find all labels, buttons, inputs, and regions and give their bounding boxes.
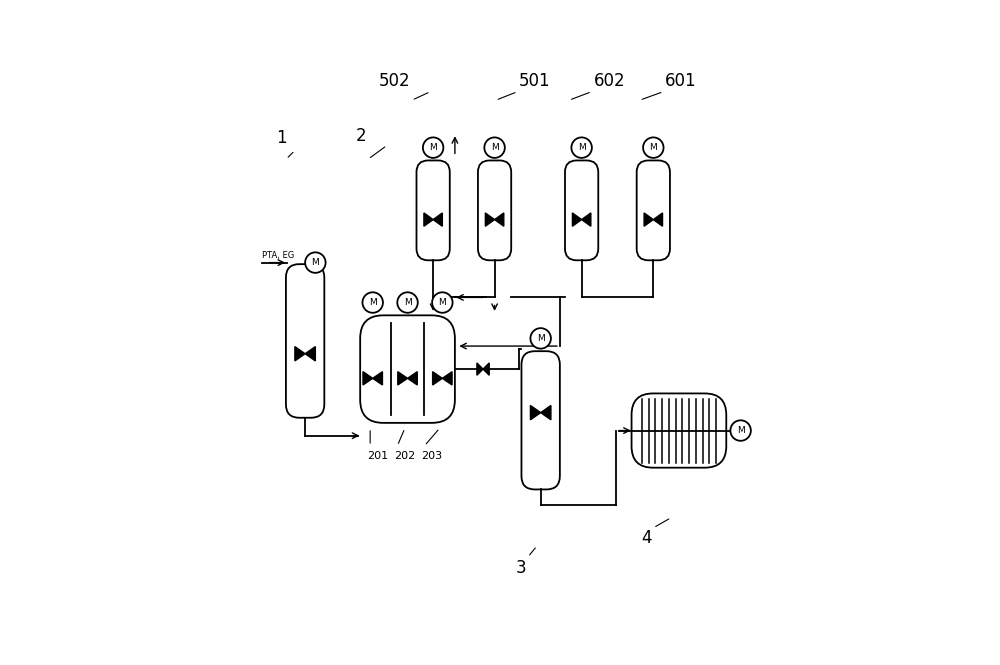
Polygon shape <box>485 213 495 226</box>
Polygon shape <box>373 372 382 385</box>
Text: M: M <box>737 426 744 435</box>
Text: 502: 502 <box>378 72 410 90</box>
Text: 203: 203 <box>421 451 442 461</box>
Polygon shape <box>424 213 433 226</box>
Text: 202: 202 <box>394 451 415 461</box>
Circle shape <box>643 138 664 158</box>
Text: M: M <box>369 298 377 307</box>
Polygon shape <box>495 213 504 226</box>
FancyBboxPatch shape <box>632 394 726 467</box>
Polygon shape <box>582 213 591 226</box>
Polygon shape <box>442 372 452 385</box>
FancyBboxPatch shape <box>565 160 598 260</box>
Text: 601: 601 <box>665 72 697 90</box>
Polygon shape <box>433 372 442 385</box>
Polygon shape <box>541 406 551 420</box>
Polygon shape <box>305 346 315 361</box>
Polygon shape <box>483 363 489 375</box>
Polygon shape <box>477 363 483 375</box>
Polygon shape <box>408 372 417 385</box>
Circle shape <box>305 252 326 273</box>
Text: 602: 602 <box>593 72 625 90</box>
Text: M: M <box>311 258 319 267</box>
Text: 3: 3 <box>516 559 526 577</box>
Circle shape <box>397 293 418 313</box>
Circle shape <box>362 293 383 313</box>
Text: 201: 201 <box>368 451 389 461</box>
Polygon shape <box>295 346 305 361</box>
Polygon shape <box>644 213 653 226</box>
Polygon shape <box>363 372 373 385</box>
Polygon shape <box>530 406 541 420</box>
Text: M: M <box>438 298 446 307</box>
Text: 1: 1 <box>276 130 287 148</box>
Text: 501: 501 <box>519 72 551 90</box>
Circle shape <box>530 328 551 348</box>
FancyBboxPatch shape <box>286 264 324 418</box>
Polygon shape <box>398 372 408 385</box>
Circle shape <box>432 293 453 313</box>
Polygon shape <box>433 213 442 226</box>
Circle shape <box>571 138 592 158</box>
Text: M: M <box>429 143 437 152</box>
FancyBboxPatch shape <box>416 160 450 260</box>
Polygon shape <box>653 213 663 226</box>
Circle shape <box>423 138 443 158</box>
FancyBboxPatch shape <box>478 160 511 260</box>
Text: M: M <box>404 298 411 307</box>
Text: 2: 2 <box>356 127 367 146</box>
FancyBboxPatch shape <box>360 315 455 423</box>
Text: M: M <box>649 143 657 152</box>
Polygon shape <box>572 213 582 226</box>
Text: M: M <box>537 334 545 343</box>
FancyBboxPatch shape <box>521 351 560 489</box>
Text: PTA, EG: PTA, EG <box>262 251 294 260</box>
Text: M: M <box>578 143 586 152</box>
Text: 4: 4 <box>641 529 652 547</box>
Text: M: M <box>491 143 498 152</box>
FancyBboxPatch shape <box>637 160 670 260</box>
Circle shape <box>730 420 751 441</box>
Circle shape <box>484 138 505 158</box>
